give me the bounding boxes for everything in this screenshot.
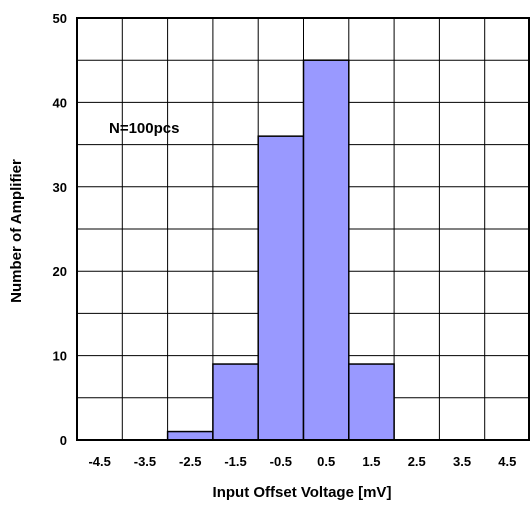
bars-layer — [166, 59, 395, 441]
bar--0.5 — [257, 135, 305, 441]
y-tick-label: 50 — [53, 11, 67, 26]
bar--2.5 — [166, 430, 214, 441]
y-tick-label: 0 — [60, 433, 67, 448]
bar--1.5 — [212, 363, 259, 441]
x-tick-label: 2.5 — [408, 454, 426, 469]
bar-0.5 — [302, 59, 350, 441]
y-tick-label: 40 — [53, 95, 67, 110]
y-tick-label: 30 — [53, 180, 67, 195]
x-tick-label: -3.5 — [134, 454, 156, 469]
y-tick-label: 10 — [53, 349, 67, 364]
sample-size-annotation: N=100pcs — [109, 120, 179, 137]
x-axis-title: Input Offset Voltage [mV] — [213, 484, 392, 501]
x-tick-label: -0.5 — [270, 454, 292, 469]
y-axis-title: Number of Amplifier — [8, 159, 25, 303]
x-tick-label: 0.5 — [317, 454, 335, 469]
x-tick-label: -2.5 — [179, 454, 201, 469]
bar-1.5 — [348, 363, 395, 441]
x-tick-label: 4.5 — [498, 454, 516, 469]
x-tick-label: 1.5 — [362, 454, 380, 469]
y-tick-label: 20 — [53, 264, 67, 279]
frame-layer — [76, 17, 530, 441]
x-tick-label: 3.5 — [453, 454, 471, 469]
x-tick-label: -1.5 — [224, 454, 246, 469]
x-tick-label: -4.5 — [88, 454, 110, 469]
plot-frame — [76, 17, 530, 441]
ticks-layer: 0 10 20 30 40 50 -4.5 -3.5 -2.5 -1.5 -0.5 0.5 1.5 2.5… — [53, 11, 517, 469]
